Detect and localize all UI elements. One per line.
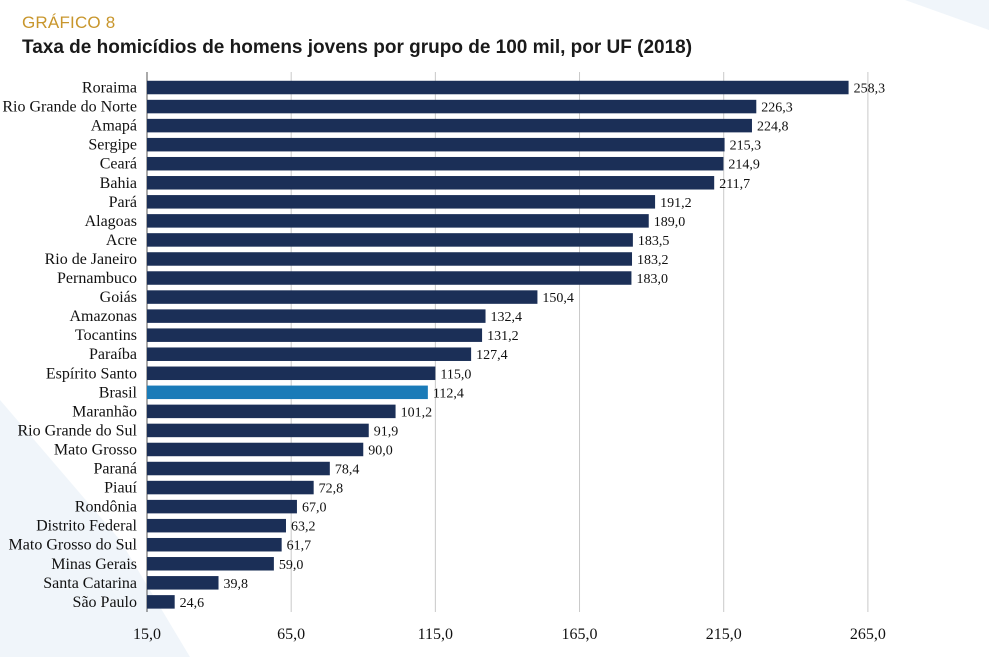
value-label: 90,0 [368,443,393,458]
category-label: Piauí [104,480,137,497]
x-tick-label: 65,0 [277,626,305,643]
bar [147,233,633,247]
bar [147,518,286,533]
category-label: Rondônia [75,499,137,516]
category-label: Alagoas [85,213,137,230]
value-label: 132,4 [491,310,523,325]
bar [147,442,364,457]
x-tick-label: 15,0 [133,626,161,643]
x-tick-label: 215,0 [706,626,742,643]
bar [147,99,757,114]
value-label: 183,5 [638,234,670,249]
value-label: 63,2 [291,520,316,535]
value-label: 189,0 [654,215,686,230]
category-label: Rio Grande do Sul [17,422,137,439]
bar [147,576,219,590]
bar [147,176,715,190]
value-label: 131,2 [487,329,518,344]
value-label: 127,4 [476,348,508,363]
value-label: 224,8 [757,120,789,135]
bar [147,385,428,400]
category-label: Acre [106,232,137,249]
value-label: 78,4 [335,463,360,478]
value-label: 183,2 [637,253,669,268]
bar [147,137,725,152]
value-label: 39,8 [224,577,249,592]
category-label: Maranhão [72,403,137,420]
category-label: Espírito Santo [46,365,137,382]
value-label: 183,0 [636,272,668,287]
category-label: Paraná [93,461,137,478]
category-label: Tocantins [75,327,137,344]
category-label: Amazonas [69,308,137,325]
category-label: Minas Gerais [51,556,137,573]
bar [147,404,396,419]
category-label: Brasil [99,384,138,401]
value-label: 101,2 [401,405,433,420]
category-label: Amapá [91,118,137,135]
value-label: 215,3 [730,139,762,154]
x-tick-label: 265,0 [850,626,886,643]
value-label: 214,9 [728,158,760,173]
category-label: Rio Grande do Norte [2,99,137,116]
category-label: Rio de Janeiro [45,251,137,268]
category-label: Paraíba [89,346,137,363]
category-label: Sergipe [88,137,137,154]
value-label: 150,4 [542,291,574,306]
value-label: 211,7 [719,177,750,192]
bar [147,595,175,609]
bar [147,480,314,495]
value-label: 112,4 [433,386,464,401]
bar [147,537,282,552]
value-label: 115,0 [440,367,471,382]
bar [147,461,330,476]
value-label: 226,3 [761,101,793,116]
bar [147,309,486,323]
category-label: Pernambuco [57,270,137,287]
chart-title: Taxa de homicídios de homens jovens por … [22,37,693,58]
category-label: Goiás [100,289,137,306]
bar [147,366,436,381]
value-label: 72,8 [319,482,344,497]
category-label: Santa Catarina [43,575,137,592]
value-label: 67,0 [302,501,327,516]
category-label: Pará [109,194,137,211]
bar [147,80,849,95]
category-label: Distrito Federal [36,518,137,535]
bar [147,423,369,438]
value-label: 24,6 [180,596,205,611]
category-label: Mato Grosso [54,441,137,458]
bar [147,214,649,228]
bar [147,557,274,571]
category-label: São Paulo [73,594,137,611]
x-tick-label: 165,0 [562,626,598,643]
bar [147,118,752,133]
value-label: 61,7 [287,539,312,554]
bar [147,195,656,209]
bar [147,271,632,285]
category-label: Mato Grosso do Sul [9,537,138,554]
value-label: 258,3 [854,82,886,97]
x-tick-label: 115,0 [418,626,453,643]
bar [147,328,483,342]
chart-number-label: GRÁFICO 8 [22,13,116,32]
bar [147,347,472,361]
bar [147,499,297,514]
category-label: Roraima [82,80,137,97]
value-label: 191,2 [660,196,692,211]
value-label: 59,0 [279,558,304,573]
category-label: Bahia [100,175,137,192]
category-label: Ceará [100,156,137,173]
value-label: 91,9 [374,424,399,439]
bar [147,252,633,266]
bar [147,290,538,304]
bar [147,156,724,171]
